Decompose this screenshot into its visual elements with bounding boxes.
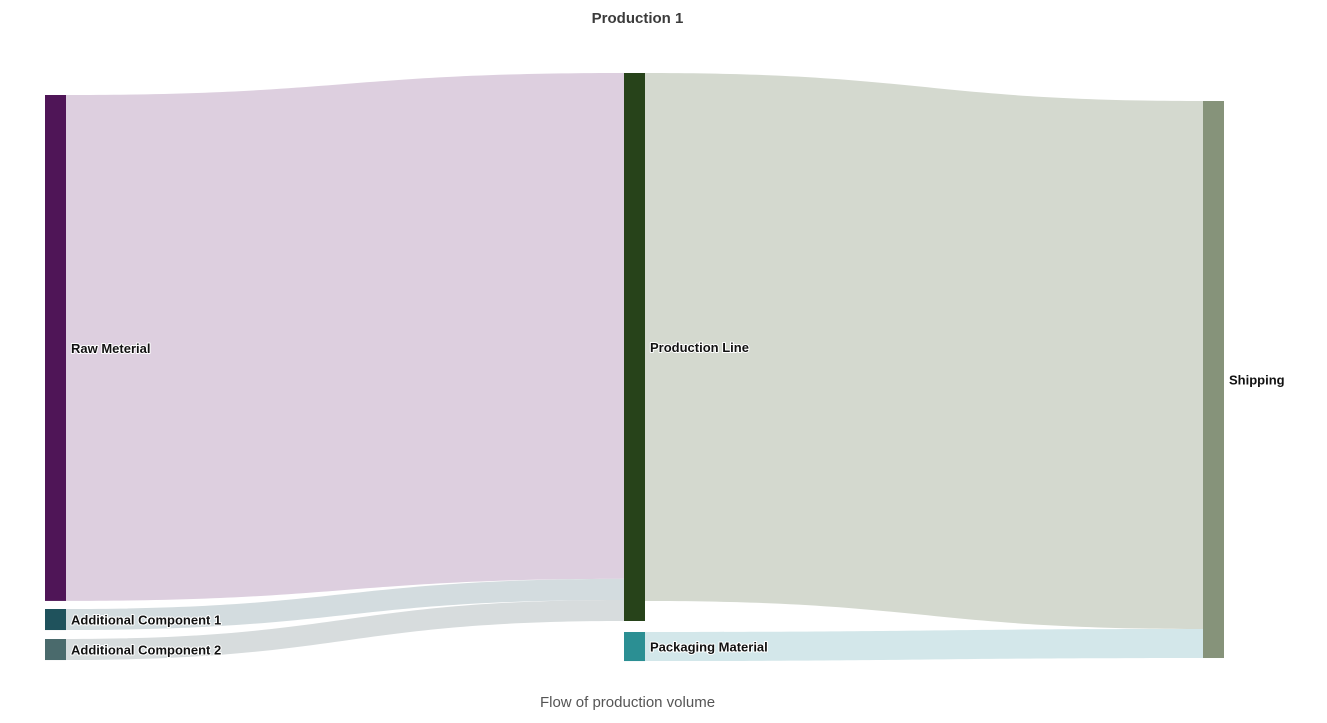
node-label-ac1: Additional Component 1 [71,613,221,628]
link-line-to-ship[interactable] [645,73,1203,629]
node-label-line: Production Line [650,340,749,355]
node-label-pack: Packaging Material [650,640,768,655]
link-ac1-to-line[interactable] [66,578,624,631]
node-line[interactable] [624,73,645,621]
link-ac2-to-line[interactable] [66,599,624,661]
node-ship[interactable] [1203,101,1224,659]
chart-title: Production 1 [591,10,684,27]
node-label-raw: Raw Meterial [71,341,150,356]
node-label-ac2: Additional Component 2 [71,643,221,658]
chart-subtitle: Flow of production volume [539,694,716,711]
links-layer [66,73,1203,662]
link-raw-to-line[interactable] [66,73,624,601]
node-label-ship: Shipping [1229,373,1285,388]
link-pack-to-ship[interactable] [645,628,1203,662]
node-pack[interactable] [624,632,645,662]
node-ac1[interactable] [45,609,66,631]
node-raw[interactable] [45,95,66,601]
node-ac2[interactable] [45,639,66,661]
nodes-layer [45,73,1224,662]
labels-layer: Raw Meterial Additional Component 1 Additi… [70,339,1286,659]
